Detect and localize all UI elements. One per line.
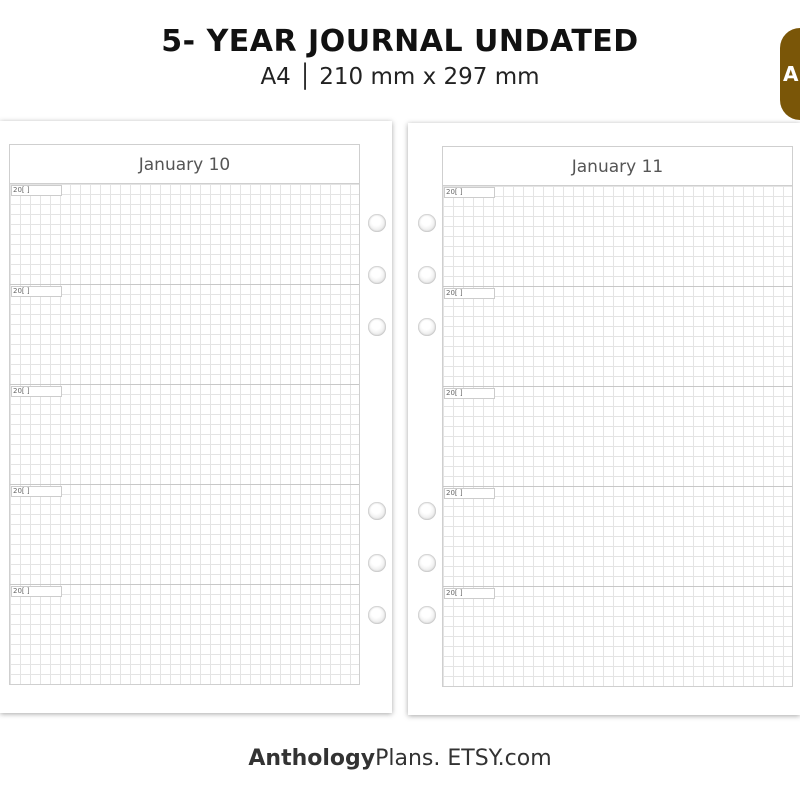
punch-hole	[368, 554, 386, 572]
shop-footer: AnthologyPlans. ETSY.com	[0, 746, 800, 771]
page-title: 5- YEAR JOURNAL UNDATED	[161, 24, 639, 59]
year-label[interactable]: 20[ ]	[11, 586, 62, 597]
page-frame: January 11 20[ ] 20[ ] 20[ ] 20[ ] 20[ ]	[442, 146, 793, 687]
year-section: 20[ ]	[443, 486, 792, 587]
punch-hole	[368, 266, 386, 284]
punch-hole	[368, 214, 386, 232]
date-heading: January 10	[10, 145, 359, 184]
year-section: 20[ ]	[10, 584, 359, 685]
year-section: 20[ ]	[443, 586, 792, 687]
year-label[interactable]: 20[ ]	[11, 486, 62, 497]
year-section: 20[ ]	[443, 186, 792, 286]
year-label[interactable]: 20[ ]	[444, 588, 495, 599]
punch-hole	[418, 214, 436, 232]
year-section: 20[ ]	[10, 284, 359, 385]
year-label[interactable]: 20[ ]	[444, 388, 495, 399]
journal-page-right: January 11 20[ ] 20[ ] 20[ ] 20[ ] 20[ ]	[408, 123, 800, 715]
year-label[interactable]: 20[ ]	[444, 187, 495, 198]
punch-hole	[418, 606, 436, 624]
year-section: 20[ ]	[443, 286, 792, 387]
year-label[interactable]: 20[ ]	[11, 386, 62, 397]
punch-hole	[418, 554, 436, 572]
format-badge: A	[780, 28, 800, 120]
year-section: 20[ ]	[443, 386, 792, 487]
punch-hole	[418, 318, 436, 336]
punch-hole	[418, 502, 436, 520]
year-section: 20[ ]	[10, 484, 359, 585]
page-subtitle: A4 │ 210 mm x 297 mm	[260, 64, 540, 90]
year-label[interactable]: 20[ ]	[11, 286, 62, 297]
punch-hole	[368, 318, 386, 336]
year-label[interactable]: 20[ ]	[444, 488, 495, 499]
year-label[interactable]: 20[ ]	[11, 185, 62, 196]
year-label[interactable]: 20[ ]	[444, 288, 495, 299]
journal-page-left: January 10 20[ ] 20[ ] 20[ ] 20[ ] 20[ ]	[0, 121, 392, 713]
punch-hole	[368, 502, 386, 520]
brand-bold: Anthology	[248, 746, 376, 771]
punch-hole	[368, 606, 386, 624]
year-section: 20[ ]	[10, 384, 359, 485]
punch-hole	[418, 266, 436, 284]
date-heading: January 11	[443, 147, 792, 186]
grid-area: 20[ ] 20[ ] 20[ ] 20[ ] 20[ ]	[10, 184, 359, 684]
brand-rest: Plans. ETSY.com	[375, 746, 552, 771]
page-frame: January 10 20[ ] 20[ ] 20[ ] 20[ ] 20[ ]	[9, 144, 360, 685]
year-section: 20[ ]	[10, 184, 359, 284]
grid-area: 20[ ] 20[ ] 20[ ] 20[ ] 20[ ]	[443, 186, 792, 686]
